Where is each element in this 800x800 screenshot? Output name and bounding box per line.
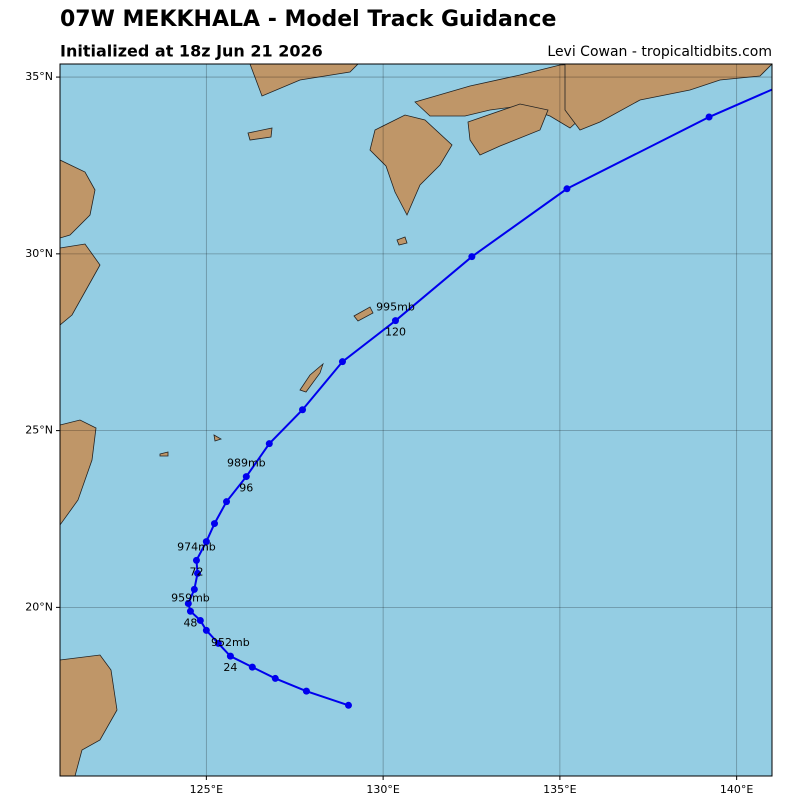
land (396, 236, 408, 246)
land (369, 114, 453, 216)
hour-label: 24 (223, 661, 237, 674)
track-point (184, 599, 192, 607)
track-point (265, 440, 273, 448)
track-point (344, 701, 352, 709)
track-point (391, 317, 399, 325)
track-point (210, 520, 218, 528)
land (213, 434, 222, 442)
hour-label: 96 (239, 482, 253, 495)
land (159, 451, 169, 457)
y-tick-label: 20°N (25, 600, 53, 613)
pressure-label: 959mb (171, 591, 210, 604)
pressure-label: 952mb (211, 636, 250, 649)
grid-group: 125°E 130°E 135°E 140°E 20°N 25°N 30°N 35°N (25, 64, 772, 796)
land (353, 306, 374, 322)
track-group (184, 88, 772, 709)
track-point (186, 607, 194, 615)
track-point (194, 569, 202, 577)
track-point (196, 616, 204, 624)
pressure-label: 989mb (227, 457, 266, 470)
x-tick-label: 130°E (366, 783, 399, 796)
land (564, 64, 772, 131)
track-point (338, 358, 346, 366)
track-point (223, 498, 231, 506)
hour-label: 120 (385, 326, 406, 339)
land (60, 159, 96, 239)
land (467, 103, 549, 156)
track-point (302, 687, 310, 695)
land (299, 362, 324, 393)
y-tick-label: 30°N (25, 247, 53, 260)
track-point (705, 113, 713, 121)
track-point (226, 652, 234, 660)
land (249, 64, 359, 97)
y-tick-label: 35°N (25, 70, 53, 83)
hour-label: 48 (183, 616, 197, 629)
land (247, 127, 273, 141)
track-point (202, 538, 210, 546)
track-point (242, 473, 250, 481)
chart-subtitle: Initialized at 18z Jun 21 2026 (60, 42, 323, 61)
frame (59, 63, 773, 777)
track-point (299, 406, 307, 414)
track-point (468, 253, 476, 261)
pressure-label: 995mb (376, 301, 415, 314)
track-point (192, 556, 200, 564)
land (60, 419, 97, 526)
track-point (248, 663, 256, 671)
x-tick-label: 135°E (543, 783, 576, 796)
x-tick-label: 125°E (190, 783, 223, 796)
land-group (60, 64, 772, 776)
x-tick-label: 140°E (720, 783, 753, 796)
track-point (190, 585, 198, 593)
chart-title: 07W MEKKHALA - Model Track Guidance (60, 7, 556, 32)
y-tick-label: 25°N (25, 424, 53, 437)
track-point (214, 639, 222, 647)
track-point (563, 185, 571, 193)
hour-label: 72 (189, 565, 203, 578)
credit: Levi Cowan - tropicaltidbits.com (547, 44, 772, 60)
label-group: 952mb 24 959mb 48 974mb 72 989mb 96 995mb 120 (171, 301, 415, 674)
land (60, 243, 101, 326)
land (60, 654, 118, 776)
track-point (202, 626, 210, 634)
pressure-label: 974mb (177, 540, 216, 553)
track-point (271, 674, 279, 682)
